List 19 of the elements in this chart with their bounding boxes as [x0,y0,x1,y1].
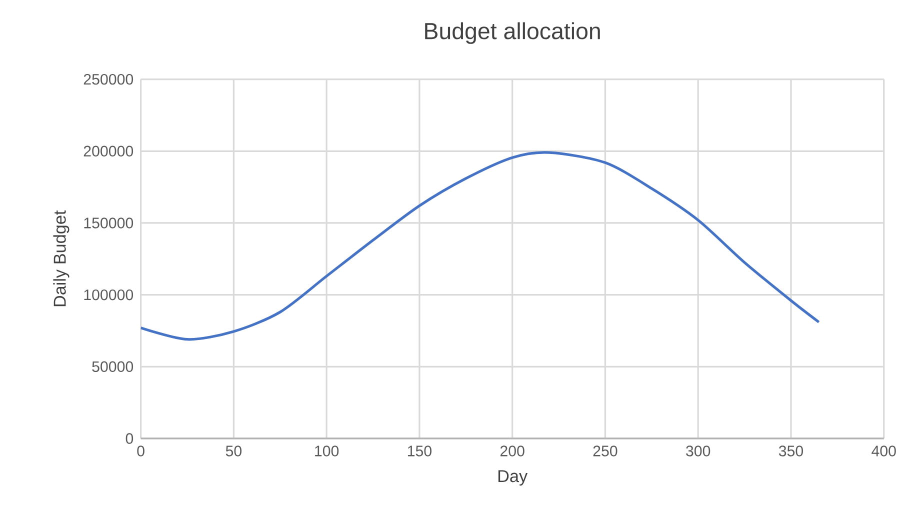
y-tick-label: 50000 [92,361,134,372]
y-tick-label: 200000 [84,146,134,156]
x-tick-label: 150 [408,445,432,456]
x-axis-title: Day [498,470,528,486]
x-tick-label: 100 [315,445,339,456]
x-tick-label: 300 [686,445,710,456]
x-tick-label: 200 [500,445,524,456]
x-tick-label: 400 [872,445,896,456]
x-tick-label: 250 [593,445,618,456]
x-tick-label: 0 [137,445,144,456]
x-tick-label: 50 [226,445,242,456]
line-series [140,151,820,341]
y-axis-title: Daily Budget [53,210,70,306]
y-tick-label: 100000 [84,289,134,300]
y-tick-label: 0 [126,433,134,444]
chart-title: Budget allocation [425,22,600,44]
x-tick-label: 350 [778,445,804,456]
y-tick-label: 250000 [84,74,134,85]
y-tick-label: 150000 [84,217,134,228]
